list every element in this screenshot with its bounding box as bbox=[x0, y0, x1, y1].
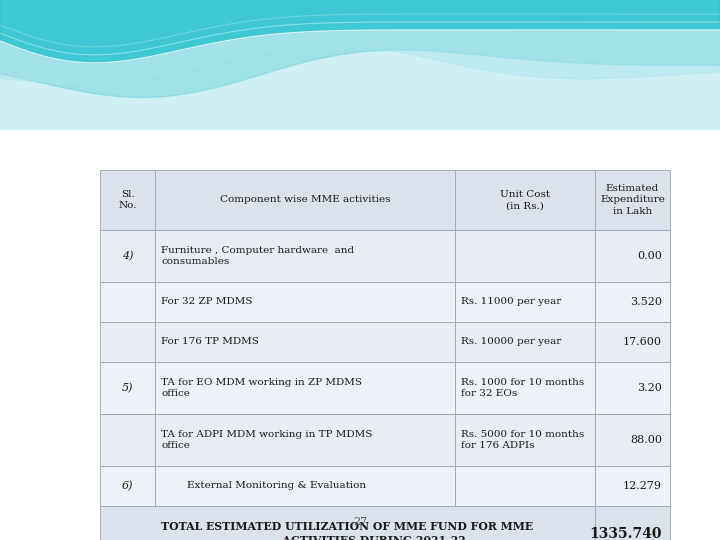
Bar bbox=[155, 362, 455, 414]
Bar bbox=[100, 466, 155, 506]
Text: 17.600: 17.600 bbox=[623, 337, 662, 347]
Text: Unit Cost
(in Rs.): Unit Cost (in Rs.) bbox=[500, 190, 550, 210]
Text: Furniture , Computer hardware  and
consumables: Furniture , Computer hardware and consum… bbox=[161, 246, 354, 266]
Bar bbox=[155, 230, 455, 282]
Text: 1335.740: 1335.740 bbox=[590, 526, 662, 540]
Bar bbox=[455, 362, 595, 414]
Text: 3.520: 3.520 bbox=[630, 297, 662, 307]
Bar bbox=[595, 282, 670, 322]
Bar bbox=[155, 414, 455, 466]
Bar bbox=[100, 230, 155, 282]
Text: 0.00: 0.00 bbox=[637, 251, 662, 261]
Bar bbox=[155, 282, 455, 322]
Bar bbox=[595, 362, 670, 414]
Bar bbox=[595, 170, 670, 230]
Bar bbox=[100, 322, 155, 362]
Bar bbox=[100, 414, 155, 466]
Bar bbox=[455, 282, 595, 322]
Text: 12.279: 12.279 bbox=[623, 481, 662, 491]
Bar bbox=[595, 230, 670, 282]
Bar bbox=[100, 362, 155, 414]
Text: Sl.
No.: Sl. No. bbox=[118, 190, 137, 210]
Text: 3.20: 3.20 bbox=[637, 383, 662, 393]
Bar bbox=[455, 414, 595, 466]
Text: 88.00: 88.00 bbox=[630, 435, 662, 445]
Text: 6): 6) bbox=[122, 481, 133, 491]
Text: Rs. 11000 per year: Rs. 11000 per year bbox=[461, 298, 562, 307]
Text: For 32 ZP MDMS: For 32 ZP MDMS bbox=[161, 298, 253, 307]
Bar bbox=[595, 466, 670, 506]
Bar bbox=[595, 506, 670, 540]
Bar bbox=[100, 506, 595, 540]
Text: TOTAL ESTIMATED UTILIZATION OF MME FUND FOR MME
              ACTIVITIES DURING : TOTAL ESTIMATED UTILIZATION OF MME FUND … bbox=[161, 521, 534, 540]
Text: 27: 27 bbox=[353, 517, 367, 527]
Bar bbox=[595, 414, 670, 466]
Bar bbox=[595, 322, 670, 362]
Bar bbox=[100, 170, 155, 230]
Text: 4): 4) bbox=[122, 251, 133, 261]
Text: Estimated
Expenditure
in Lakh: Estimated Expenditure in Lakh bbox=[600, 184, 665, 215]
Text: Rs. 10000 per year: Rs. 10000 per year bbox=[461, 338, 562, 347]
Bar bbox=[155, 322, 455, 362]
Text: Rs. 5000 for 10 months
for 176 ADPIs: Rs. 5000 for 10 months for 176 ADPIs bbox=[461, 430, 584, 450]
Bar bbox=[155, 466, 455, 506]
Bar bbox=[455, 170, 595, 230]
Text: Rs. 1000 for 10 months
for 32 EOs: Rs. 1000 for 10 months for 32 EOs bbox=[461, 378, 584, 398]
Bar bbox=[455, 230, 595, 282]
Bar bbox=[455, 322, 595, 362]
Bar bbox=[455, 466, 595, 506]
Text: External Monitoring & Evaluation: External Monitoring & Evaluation bbox=[161, 482, 366, 490]
Bar bbox=[100, 282, 155, 322]
Text: TA for ADPI MDM working in TP MDMS
office: TA for ADPI MDM working in TP MDMS offic… bbox=[161, 430, 372, 450]
Text: TA for EO MDM working in ZP MDMS
office: TA for EO MDM working in ZP MDMS office bbox=[161, 378, 362, 398]
Text: For 176 TP MDMS: For 176 TP MDMS bbox=[161, 338, 259, 347]
Bar bbox=[155, 170, 455, 230]
Bar bbox=[0, 0, 720, 130]
Text: Component wise MME activities: Component wise MME activities bbox=[220, 195, 390, 205]
Text: 5): 5) bbox=[122, 383, 133, 393]
